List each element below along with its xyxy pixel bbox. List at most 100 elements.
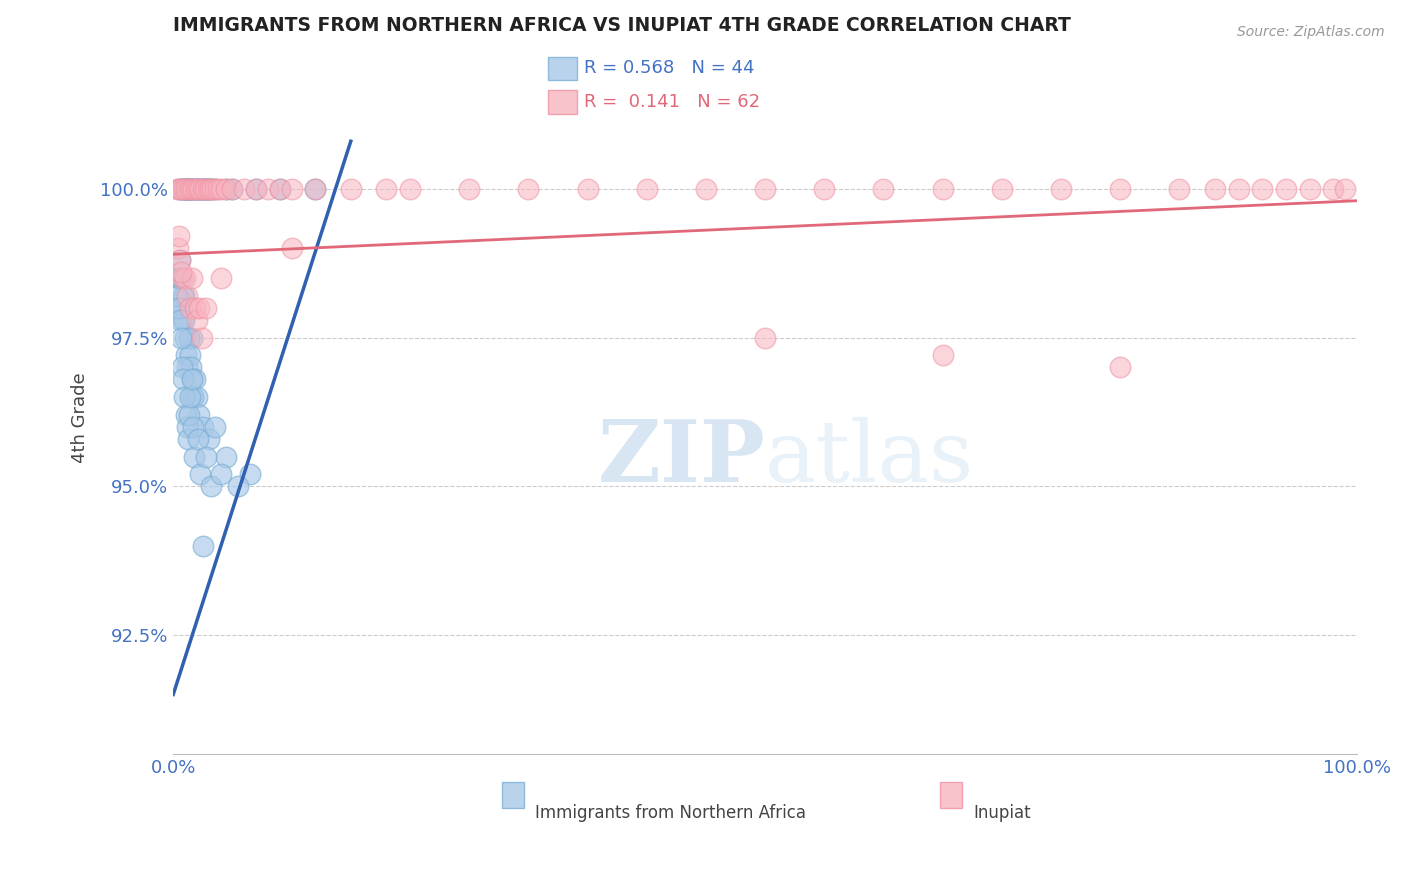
Point [172,312,194,326]
Point [179,182,201,196]
Point [1275,182,1298,196]
Point [194,182,217,196]
Point [695,182,717,196]
Point [245,182,267,196]
Point [167,229,190,244]
Point [209,271,232,285]
Point [257,182,280,196]
Point [173,182,195,196]
Point [176,360,198,375]
Point [172,360,194,375]
Point [191,419,214,434]
Point [215,182,238,196]
Point [183,301,205,315]
Point [931,182,953,196]
Point [193,182,215,196]
Point [197,182,219,196]
Point [184,182,207,196]
Point [169,253,191,268]
Point [183,390,205,404]
Point [1251,182,1274,196]
Point [166,182,188,196]
Point [177,182,200,196]
Point [187,432,209,446]
Point [176,419,198,434]
Point [197,182,219,196]
Point [191,182,214,196]
Point [304,182,326,196]
Point [172,271,194,285]
Point [245,182,267,196]
Point [813,182,835,196]
Point [239,467,262,482]
Point [169,182,191,196]
Text: Inupiat: Inupiat [973,805,1031,822]
Point [173,182,195,196]
Point [280,241,302,255]
Point [174,182,197,196]
Point [754,330,776,344]
Point [183,182,205,196]
Point [872,182,894,196]
Point [167,241,190,255]
Point [191,539,214,553]
Point [215,182,238,196]
FancyBboxPatch shape [502,782,523,808]
Text: ZIP: ZIP [598,417,765,500]
Point [215,450,238,464]
Point [191,182,214,196]
Point [204,419,226,434]
Point [170,265,193,279]
Point [187,182,209,196]
Point [179,390,201,404]
Point [183,182,205,196]
Point [177,432,200,446]
Point [166,289,188,303]
Point [195,182,218,196]
Point [186,312,208,326]
Point [177,330,200,344]
Point [172,301,194,315]
Point [200,479,222,493]
Point [458,182,481,196]
Point [201,182,224,196]
Point [170,330,193,344]
Point [186,390,208,404]
Point [174,408,197,422]
Point [179,301,201,315]
Text: Source: ZipAtlas.com: Source: ZipAtlas.com [1237,25,1385,39]
Point [179,348,201,362]
Point [186,182,208,196]
Point [172,289,194,303]
Point [176,182,198,196]
Point [170,182,193,196]
Point [177,182,200,196]
Point [1109,360,1132,375]
Point [172,182,194,196]
Point [167,301,190,315]
Point [173,390,195,404]
Point [754,182,776,196]
Point [181,419,204,434]
Point [190,182,212,196]
Point [991,182,1014,196]
Point [167,182,190,196]
Point [174,182,197,196]
Point [188,182,211,196]
Point [188,301,211,315]
Point [209,182,232,196]
Point [636,182,658,196]
Point [197,432,219,446]
Point [183,372,205,386]
Point [190,467,212,482]
Point [1050,182,1073,196]
Point [228,479,250,493]
Point [167,271,190,285]
Point [169,312,191,326]
Y-axis label: 4th Grade: 4th Grade [72,373,89,463]
Point [183,450,205,464]
Text: Immigrants from Northern Africa: Immigrants from Northern Africa [534,805,806,822]
Point [181,271,204,285]
Point [176,289,198,303]
Point [181,390,204,404]
